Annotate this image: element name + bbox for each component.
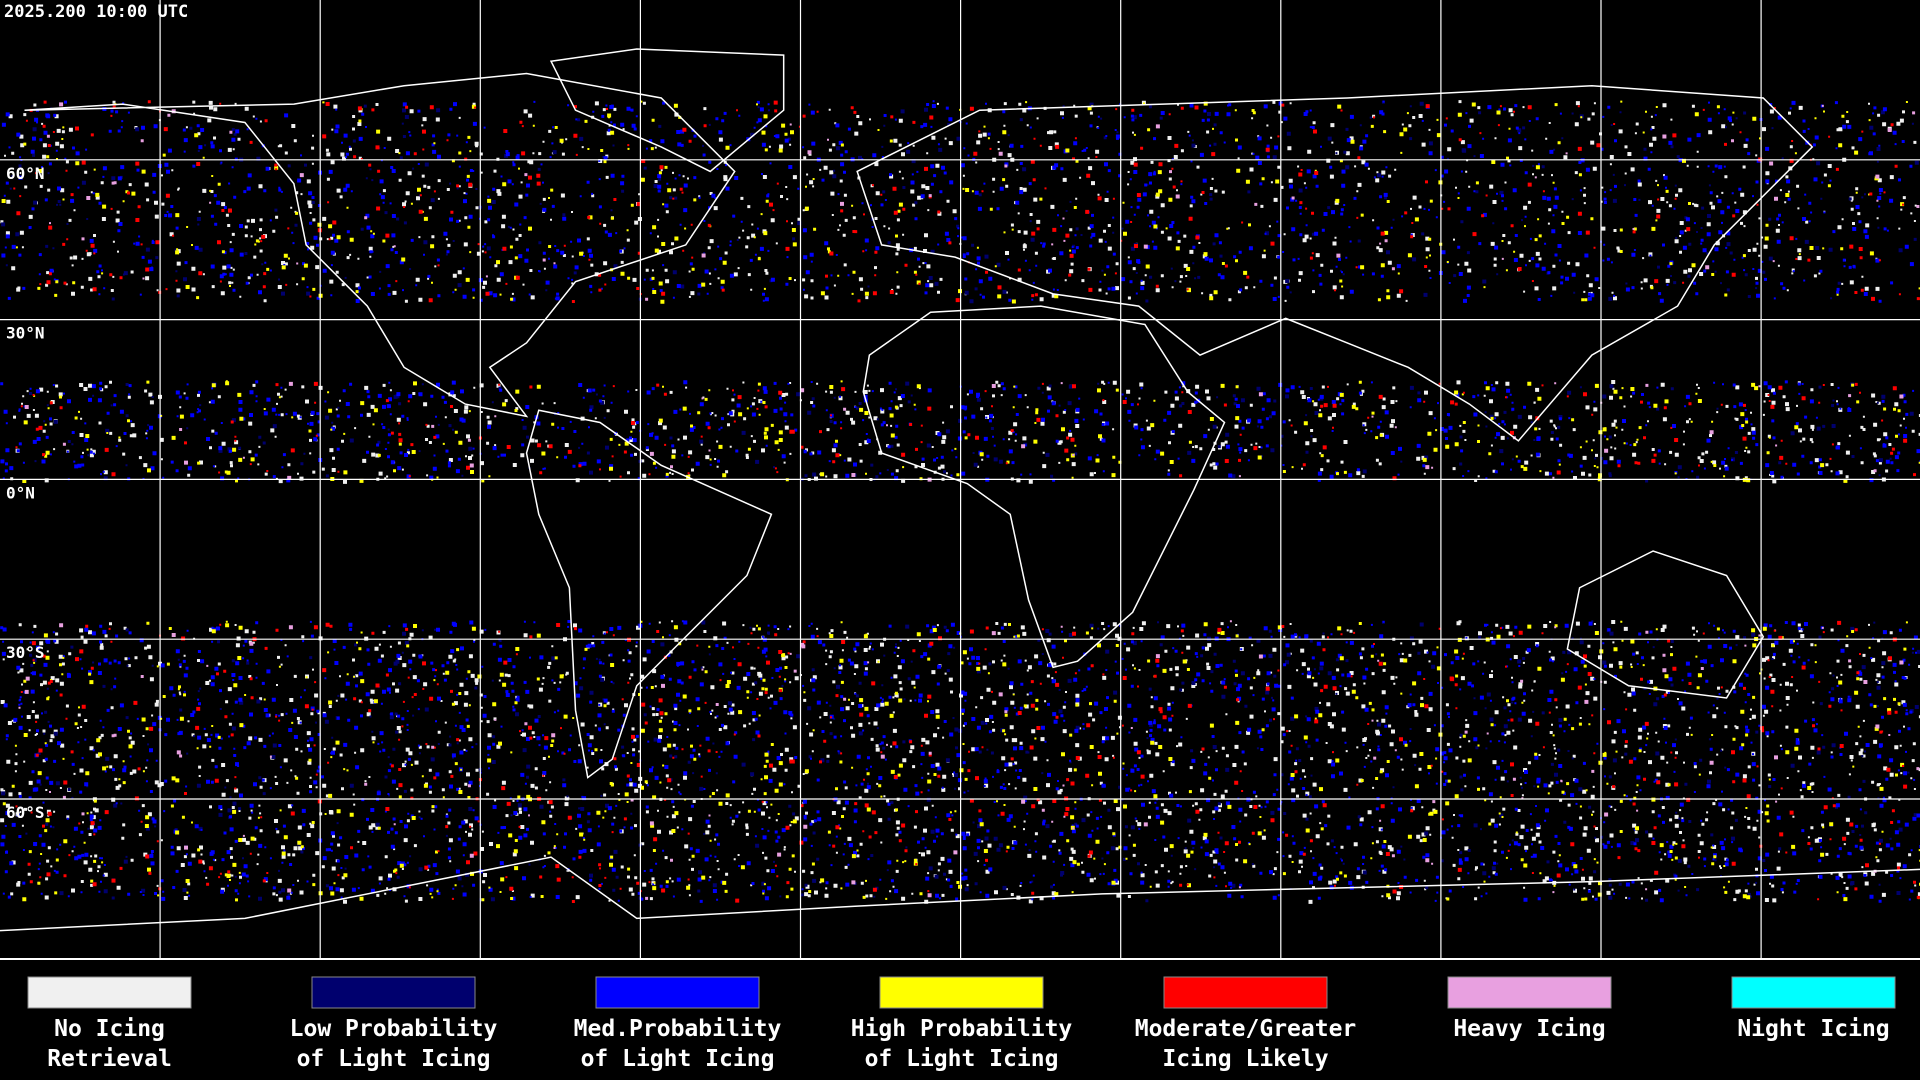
legend-label: High Probability <box>851 1016 1073 1042</box>
legend-swatch <box>311 976 476 1009</box>
legend: No Icing Retrieval Low Probability of Light… <box>27 976 1896 1072</box>
legend-swatch <box>27 976 192 1009</box>
latitude-label: 0°N <box>6 483 35 502</box>
legend-label: Moderate/Greater <box>1135 1016 1357 1042</box>
legend-label: of Light Icing <box>865 1046 1059 1072</box>
latitude-label: 60°N <box>6 164 45 183</box>
legend-label: No Icing <box>54 1016 165 1042</box>
legend-label: of Light Icing <box>297 1046 491 1072</box>
legend-label: Low Probability <box>290 1016 498 1042</box>
coastline-eurasia <box>857 86 1812 441</box>
coastline-africa <box>863 306 1224 667</box>
graticule <box>0 0 1920 958</box>
legend-label: Med.Probability <box>574 1016 782 1042</box>
legend-label: Night Icing <box>1737 1016 1889 1042</box>
coastline-north-america <box>24 73 734 416</box>
legend-label: Heavy Icing <box>1453 1016 1605 1042</box>
coastlines <box>0 49 1920 931</box>
legend-swatch <box>595 976 760 1009</box>
legend-label: of Light Icing <box>581 1046 775 1072</box>
latitude-label: 30°S <box>6 643 45 662</box>
latitude-label: 30°N <box>6 324 45 343</box>
latitude-label: 60°S <box>6 803 45 822</box>
legend-swatch <box>1163 976 1328 1009</box>
legend-swatch <box>1731 976 1896 1009</box>
map-border <box>0 958 1920 960</box>
legend-swatch <box>1447 976 1612 1009</box>
latitude-labels: 60°N 30°N 0°N 30°S 60°S <box>6 164 45 822</box>
legend-label: Retrieval <box>47 1046 172 1072</box>
coastline-south-america <box>527 410 772 777</box>
legend-label: Icing Likely <box>1162 1046 1328 1072</box>
coastline-australia <box>1567 551 1763 698</box>
timestamp: 2025.200 10:00 UTC <box>4 2 188 22</box>
coastline-antarctica <box>0 857 1920 930</box>
legend-swatch <box>879 976 1044 1009</box>
coastline-greenland <box>551 49 784 171</box>
